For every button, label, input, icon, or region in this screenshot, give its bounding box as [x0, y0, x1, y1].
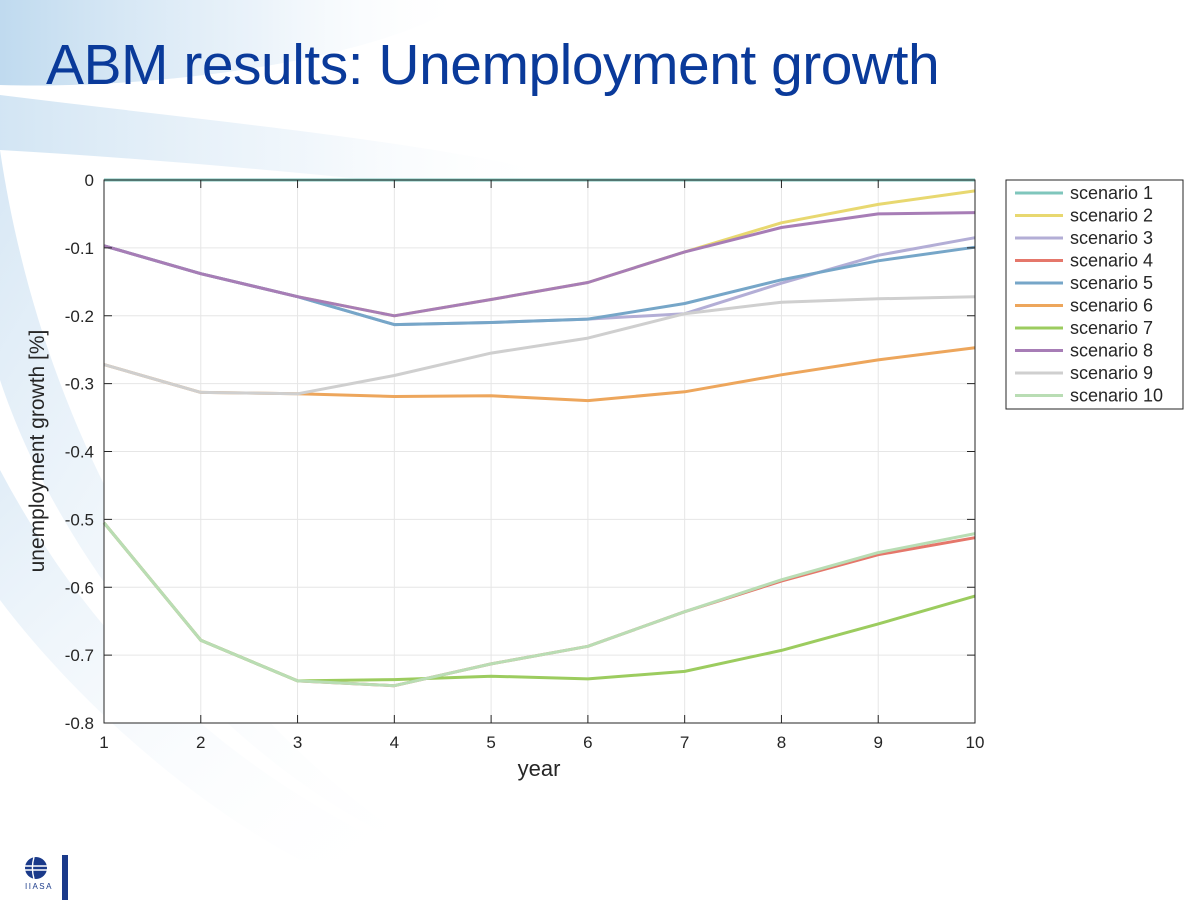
y-tick-label: -0.5: [65, 510, 94, 529]
x-tick-label: 1: [99, 733, 108, 752]
iiasa-logo: [25, 855, 68, 900]
y-tick-label: -0.2: [65, 307, 94, 326]
y-tick-label: -0.7: [65, 646, 94, 665]
legend-label: scenario 4: [1070, 251, 1153, 271]
axis-ticks: [103, 179, 976, 724]
x-tick-label: 9: [873, 733, 882, 752]
x-tick-label: 7: [680, 733, 689, 752]
series-line-scenario-9: [103, 295, 976, 396]
legend-label: scenario 7: [1070, 318, 1153, 338]
slide-title: ABM results: Unemployment growth: [46, 33, 940, 97]
legend-label: scenario 3: [1070, 228, 1153, 248]
series-line-scenario-10: [102, 521, 976, 688]
legend-label: scenario 8: [1070, 341, 1153, 361]
x-tick-label: 8: [777, 733, 786, 752]
legend-label: scenario 1: [1070, 183, 1153, 203]
y-tick-labels: 0 -0.1 -0.2 -0.3 -0.4 -0.5 -0.6 -0.7 -0.8: [65, 171, 94, 733]
x-tick-label: 5: [486, 733, 495, 752]
x-tick-label: 2: [196, 733, 205, 752]
series-line-scenario-8: [103, 211, 976, 318]
legend-label: scenario 5: [1070, 273, 1153, 293]
x-axis-label: year: [518, 756, 561, 781]
y-axis-label: unemployment growth [%]: [26, 330, 49, 573]
iiasa-logo-text: IIASA: [25, 882, 53, 891]
y-tick-label: -0.1: [65, 239, 94, 258]
legend-label: scenario 10: [1070, 386, 1163, 406]
x-tick-labels: 1 2 3 4 5 6 7 8 9 10: [99, 733, 984, 752]
legend-label: scenario 2: [1070, 206, 1153, 226]
y-tick-label: -0.8: [65, 714, 94, 733]
x-tick-label: 4: [390, 733, 399, 752]
y-tick-label: -0.4: [65, 443, 94, 462]
y-tick-label: -0.3: [65, 375, 94, 394]
x-tick-label: 10: [966, 733, 985, 752]
y-tick-label: -0.6: [65, 578, 94, 597]
y-tick-label: 0: [85, 171, 94, 190]
legend-label: scenario 9: [1070, 363, 1153, 383]
legend-box: [1005, 179, 1184, 410]
legend-label: scenario 6: [1070, 296, 1153, 316]
x-tick-label: 3: [293, 733, 302, 752]
x-tick-label: 6: [583, 733, 592, 752]
